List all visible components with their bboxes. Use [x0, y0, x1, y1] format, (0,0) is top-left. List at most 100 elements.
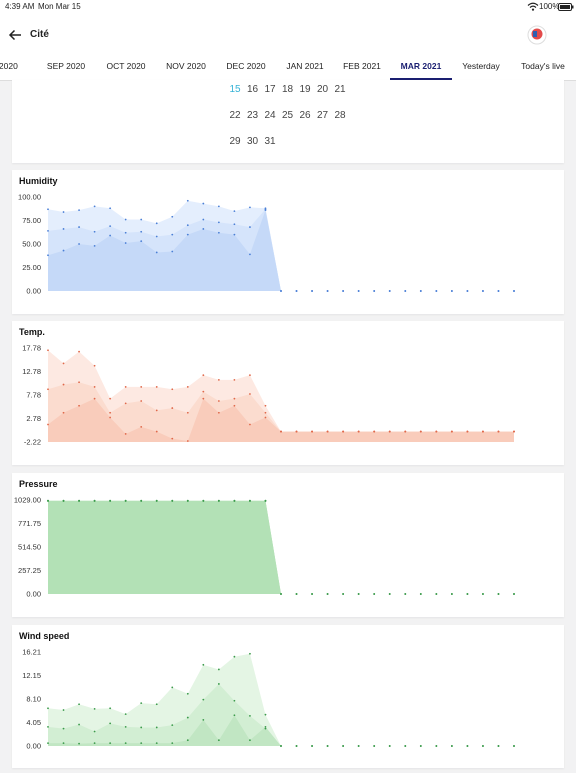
status-bar: 4:39 AM Mon Mar 15 100% — [0, 0, 576, 14]
month-tab[interactable]: Yesterday — [462, 61, 500, 71]
data-point — [280, 745, 282, 747]
chart: Pressure 0.00 257.25 514.50 771.75 1029.00 — [14, 479, 515, 599]
y-tick-label: 1029.00 — [14, 496, 41, 505]
calendar-day[interactable]: 16 — [246, 84, 259, 95]
data-point — [202, 719, 205, 721]
y-tick-label: 100.00 — [18, 193, 41, 202]
month-tab[interactable]: OCT 2020 — [106, 61, 146, 71]
calendar-day[interactable]: 18 — [281, 84, 294, 95]
data-point — [342, 593, 345, 595]
data-point — [249, 500, 251, 502]
calendar-day[interactable]: 29 — [229, 136, 241, 147]
calendar-day[interactable]: 20 — [316, 84, 329, 95]
data-point — [124, 218, 127, 221]
calendar-day[interactable]: 30 — [246, 136, 259, 147]
month-tab[interactable]: NOV 2020 — [166, 61, 206, 71]
data-point — [47, 707, 49, 710]
calendar-day[interactable]: 22 — [229, 110, 241, 121]
data-point — [264, 725, 267, 728]
month-tab[interactable]: MAR 2021 — [400, 61, 442, 71]
data-point — [217, 231, 220, 234]
y-tick-label: 16.21 — [22, 648, 41, 657]
back-button[interactable] — [8, 29, 22, 41]
data-point — [62, 249, 65, 252]
data-point — [482, 745, 484, 747]
data-point — [78, 209, 80, 212]
data-point — [124, 433, 127, 435]
data-point — [404, 593, 407, 595]
data-point — [217, 739, 220, 742]
data-point — [155, 726, 158, 729]
calendar-day[interactable]: 26 — [299, 110, 311, 121]
area-series — [48, 653, 514, 746]
data-point — [109, 416, 112, 419]
data-point — [109, 225, 112, 228]
calendar-day[interactable]: 17 — [264, 84, 276, 95]
data-point — [140, 500, 143, 502]
data-point — [419, 593, 422, 595]
data-point — [264, 411, 267, 414]
data-point — [249, 393, 251, 395]
data-point — [155, 430, 158, 433]
month-tab[interactable]: JAN 2021 — [286, 61, 324, 71]
calendar-day[interactable]: 15 — [229, 84, 241, 95]
calendar-day[interactable]: 21 — [334, 84, 346, 95]
data-point — [78, 381, 80, 384]
data-point — [93, 386, 96, 388]
data-point — [326, 745, 329, 747]
data-point — [171, 233, 174, 236]
calendar-day[interactable]: 19 — [299, 84, 311, 95]
data-point — [264, 727, 267, 730]
data-point — [466, 430, 469, 433]
data-point — [217, 205, 220, 208]
data-point — [140, 218, 143, 221]
month-tab[interactable]: AUG 2020 — [0, 61, 18, 71]
data-point — [264, 713, 267, 716]
data-point — [78, 404, 80, 407]
calendar-day[interactable]: 28 — [334, 110, 346, 121]
data-point — [373, 745, 376, 747]
calendar-day[interactable]: 23 — [246, 110, 259, 121]
calendar-day[interactable]: 31 — [264, 136, 276, 147]
calendar-day[interactable]: 25 — [281, 110, 294, 121]
data-point — [233, 210, 236, 212]
month-tab[interactable]: Today's live — [521, 61, 565, 71]
data-point — [62, 500, 65, 502]
y-tick-label: 75.00 — [22, 216, 41, 225]
data-point — [388, 745, 391, 747]
y-tick-label: 25.00 — [22, 263, 41, 272]
data-point — [78, 723, 80, 726]
data-point — [93, 500, 96, 502]
data-point — [233, 500, 236, 502]
data-point — [155, 235, 158, 238]
chart-card: Temp. -2.22 2.78 7.78 12.78 17.78 — [12, 321, 564, 465]
calendar-day[interactable]: 27 — [316, 110, 329, 121]
data-point — [357, 290, 360, 292]
data-point — [388, 430, 391, 433]
chart: Wind speed 0.00 4.05 8.10 12.15 16.21 — [19, 631, 515, 751]
data-point — [155, 742, 158, 745]
y-tick-label: 4.05 — [26, 718, 41, 727]
month-tab[interactable]: FEB 2021 — [343, 61, 381, 71]
data-point — [171, 250, 174, 253]
data-point — [62, 742, 65, 745]
data-point — [62, 411, 65, 414]
chart-card: Wind speed 0.00 4.05 8.10 12.15 16.21 — [12, 625, 564, 768]
month-tab[interactable]: DEC 2020 — [226, 61, 266, 71]
calendar-day[interactable]: 24 — [264, 110, 276, 121]
data-point — [280, 593, 282, 595]
data-point — [171, 215, 174, 218]
data-point — [513, 745, 515, 747]
data-point — [47, 500, 49, 502]
data-point — [47, 254, 49, 257]
y-tick-label: 0.00 — [26, 287, 41, 296]
data-point — [202, 202, 205, 205]
month-tab[interactable]: SEP 2020 — [46, 61, 86, 71]
data-point — [78, 500, 80, 502]
data-point — [78, 742, 80, 745]
data-point — [62, 211, 65, 213]
app-logo[interactable] — [527, 25, 547, 45]
data-point — [311, 745, 313, 747]
y-tick-label: 7.78 — [26, 391, 41, 400]
data-point — [109, 722, 112, 725]
